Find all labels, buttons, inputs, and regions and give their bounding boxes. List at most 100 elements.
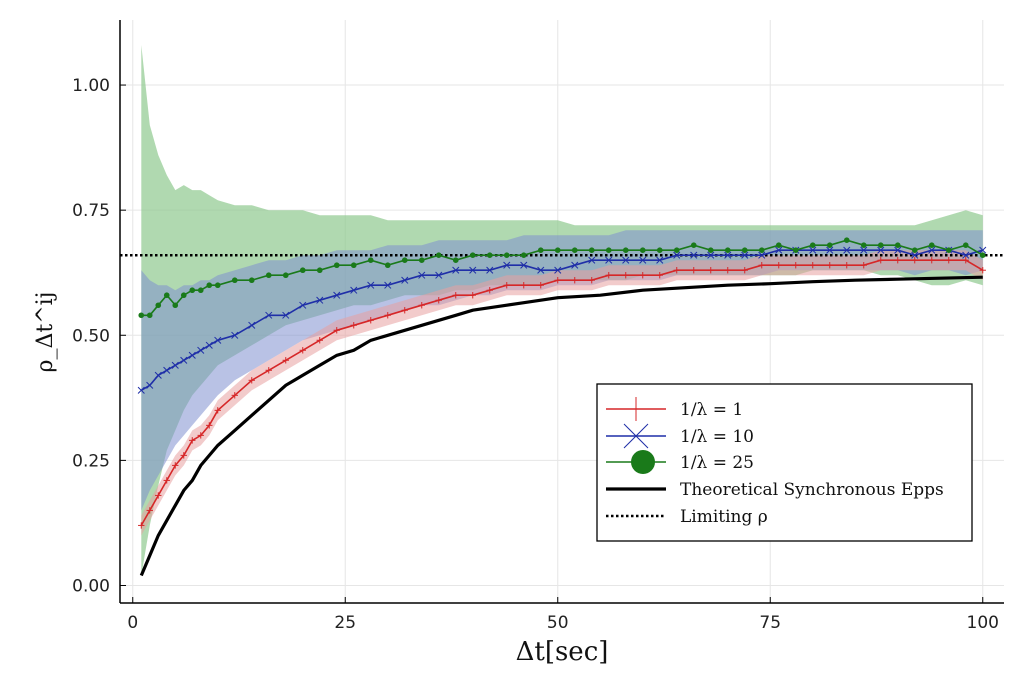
data-point-1 [724,251,732,259]
data-point-2 [928,242,935,248]
x-b [741,251,749,259]
x-b [469,266,477,274]
legend-item: 1/λ = 1 [606,397,743,421]
data-point-1 [265,311,273,319]
data-point-0 [401,307,408,314]
data-point-2 [282,272,289,279]
x-b [826,246,834,254]
data-point-2 [384,262,391,269]
x-b [316,296,324,304]
x-b [690,251,698,259]
x-b [571,261,579,269]
data-point-0 [384,312,391,319]
data-point-0 [979,267,986,274]
data-point-2 [792,247,799,253]
data-point-0 [809,262,816,269]
x-b [979,246,987,254]
tick-labels: 0 25 50 75 100 0.00 0.25 0.50 0.75 1.00 [72,76,999,633]
legend-marker [631,450,655,474]
x-b [673,251,681,259]
data-point-1 [843,246,851,254]
data-point-1 [154,371,162,379]
legend-item: 1/λ = 25 [606,450,754,474]
data-point-2 [588,247,595,253]
x-b [724,251,732,259]
data-point-1 [469,266,477,274]
x-axis-title: Δt[sec] [516,637,609,667]
data-point-2 [435,252,442,259]
data-point-1 [171,361,179,369]
x-b [418,271,426,279]
data-point-0 [656,272,663,279]
legend-label: Theoretical Synchronous Epps [680,480,944,500]
data-point-0 [826,262,833,269]
data-point-2 [945,247,952,253]
x-b [282,311,290,319]
data-point-0 [172,462,179,469]
data-point-1 [384,281,392,289]
data-point-0 [299,347,306,354]
band-1 [141,230,983,511]
data-point-2 [231,277,238,284]
data-point-1 [146,381,154,389]
x-b [154,371,162,379]
data-point-1 [205,341,213,349]
data-point-2 [316,267,323,274]
data-point-2 [707,247,714,253]
data-point-0 [469,292,476,299]
data-point-2 [605,247,612,253]
data-point-1 [197,346,205,354]
data-point-0 [435,297,442,304]
data-point-0 [452,292,459,299]
data-point-2 [265,272,272,279]
data-point-2 [741,247,748,253]
data-point-0 [537,282,544,289]
x-b [137,386,145,394]
data-point-2 [401,257,408,264]
data-point-2 [809,242,816,248]
legend-label: 1/λ = 1 [680,400,743,420]
data-point-1 [554,266,562,274]
data-point-1 [707,251,715,259]
x-b [205,341,213,349]
legend-item: Limiting ρ [606,507,768,527]
data-point-0 [928,257,935,264]
data-point-0 [520,282,527,289]
data-point-0 [282,357,289,364]
data-point-0 [138,522,145,529]
data-point-1 [486,266,494,274]
data-point-1 [928,246,936,254]
x-b [333,291,341,299]
x-b [758,251,766,259]
data-point-2 [214,282,221,289]
data-point-2 [138,312,145,319]
data-point-2 [146,312,153,319]
data-point-2 [979,252,986,259]
data-point-1 [452,266,460,274]
data-point-2 [333,262,340,269]
data-point-1 [435,271,443,279]
data-point-1 [367,281,375,289]
data-point-0 [155,492,162,499]
x-b [452,266,460,274]
x-tick-label: 0 [127,613,138,633]
x-b [401,276,409,284]
x-b [877,246,885,254]
x-b [214,336,222,344]
data-point-1 [775,246,783,254]
axes [119,20,1004,604]
data-point-2 [911,247,918,253]
data-point-2 [367,257,374,264]
data-point-2 [206,282,213,289]
data-point-0 [605,272,612,279]
y-tick-label: 0.75 [72,201,110,221]
x-b [367,281,375,289]
data-point-2 [554,247,561,253]
data-point-1 [418,271,426,279]
x-b [623,423,649,449]
x-b [894,246,902,254]
data-point-1 [188,351,196,359]
data-point-1 [401,276,409,284]
data-point-0 [189,437,196,444]
data-point-1 [299,301,307,309]
